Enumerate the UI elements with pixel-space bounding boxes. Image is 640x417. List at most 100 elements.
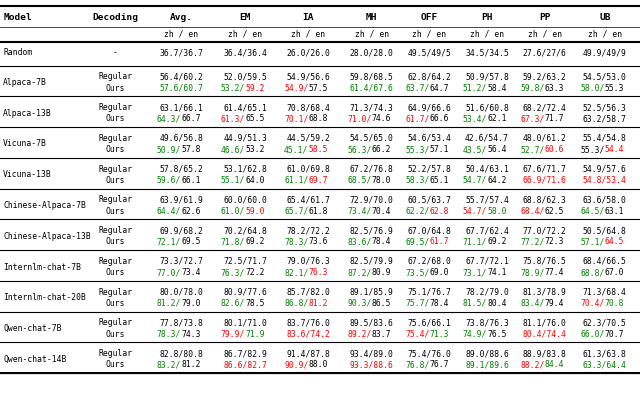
Text: 70.4: 70.4	[372, 206, 391, 216]
Text: 83.6/74.2: 83.6/74.2	[287, 329, 330, 339]
Text: Ours: Ours	[106, 145, 125, 154]
Text: 82.1/: 82.1/	[284, 268, 308, 277]
Text: 46.6/: 46.6/	[221, 145, 245, 154]
Text: 52.0/59.5: 52.0/59.5	[223, 73, 267, 81]
Text: 51.6/60.8: 51.6/60.8	[465, 103, 509, 112]
Text: 57.8: 57.8	[181, 145, 200, 154]
Text: 88.2/: 88.2/	[520, 360, 545, 369]
Text: 77.8/73.8: 77.8/73.8	[159, 319, 203, 327]
Text: 59.8/: 59.8/	[520, 83, 545, 93]
Text: 82.5/79.9: 82.5/79.9	[350, 257, 394, 266]
Text: 72.2: 72.2	[245, 268, 264, 277]
Text: 67.2/76.8: 67.2/76.8	[350, 165, 394, 173]
Text: 72.1/: 72.1/	[157, 237, 181, 246]
Text: 80.4: 80.4	[487, 299, 506, 308]
Text: 75.6/66.1: 75.6/66.1	[408, 319, 451, 327]
Text: 64.4/: 64.4/	[157, 206, 181, 216]
Text: Ours: Ours	[106, 299, 125, 308]
Text: 87.2/: 87.2/	[348, 268, 372, 277]
Text: 53.4/: 53.4/	[463, 114, 487, 123]
Text: 54.9/57.6: 54.9/57.6	[583, 165, 627, 173]
Text: -: -	[113, 48, 118, 57]
Text: 75.7/: 75.7/	[405, 299, 429, 308]
Text: 58.3/: 58.3/	[405, 176, 429, 185]
Text: 69.5: 69.5	[181, 237, 200, 246]
Text: 73.4/: 73.4/	[348, 206, 372, 216]
Text: 57.1/: 57.1/	[580, 237, 605, 246]
Text: 84.4: 84.4	[545, 360, 564, 369]
Text: Regular: Regular	[99, 165, 132, 173]
Text: 50.5/64.8: 50.5/64.8	[583, 226, 627, 235]
Text: 64.5: 64.5	[605, 237, 624, 246]
Text: 61.1/: 61.1/	[284, 176, 308, 185]
Text: 54.8/53.4: 54.8/53.4	[583, 176, 627, 185]
Text: zh / en: zh / en	[588, 30, 622, 39]
Text: 49.5/49/5: 49.5/49/5	[408, 48, 451, 57]
Text: 67.2/68.0: 67.2/68.0	[408, 257, 451, 266]
Text: 70.4/: 70.4/	[580, 299, 605, 308]
Text: Ours: Ours	[106, 237, 125, 246]
Text: 78.0: 78.0	[372, 176, 391, 185]
Text: 81.5/: 81.5/	[463, 299, 487, 308]
Text: 59.8/68.5: 59.8/68.5	[350, 73, 394, 81]
Text: Regular: Regular	[99, 103, 132, 112]
Text: Regular: Regular	[99, 73, 132, 81]
Text: Regular: Regular	[99, 196, 132, 204]
Text: 78.3/: 78.3/	[284, 237, 308, 246]
Text: 49.9/49/9: 49.9/49/9	[583, 48, 627, 57]
Text: 83.4/: 83.4/	[520, 299, 545, 308]
Text: 77.2/: 77.2/	[520, 237, 545, 246]
Text: 89.5/83.6: 89.5/83.6	[350, 319, 394, 327]
Text: 74.3: 74.3	[181, 329, 200, 339]
Text: Ours: Ours	[106, 329, 125, 339]
Text: 72.5/71.7: 72.5/71.7	[223, 257, 267, 266]
Text: 69.2: 69.2	[487, 237, 506, 246]
Text: zh / en: zh / en	[355, 30, 389, 39]
Text: 68.5/: 68.5/	[348, 176, 372, 185]
Text: 57.8/65.2: 57.8/65.2	[159, 165, 203, 173]
Text: 69.7: 69.7	[308, 176, 328, 185]
Text: 73.1/: 73.1/	[463, 268, 487, 277]
Text: 73.5/: 73.5/	[405, 268, 429, 277]
Text: 61.7: 61.7	[429, 237, 449, 246]
Text: MH: MH	[366, 13, 378, 23]
Text: 59.2/63.2: 59.2/63.2	[523, 73, 566, 81]
Text: 71.3: 71.3	[429, 329, 449, 339]
Text: 66.7: 66.7	[181, 114, 200, 123]
Text: Avg.: Avg.	[170, 13, 193, 23]
Text: 54.4: 54.4	[605, 145, 624, 154]
Text: 68.8/62.3: 68.8/62.3	[523, 196, 566, 204]
Text: 56.4: 56.4	[487, 145, 506, 154]
Text: 65.1: 65.1	[429, 176, 449, 185]
Text: zh / en: zh / en	[164, 30, 198, 39]
Text: 61.0/69.8: 61.0/69.8	[287, 165, 330, 173]
Text: 62.3/70.5: 62.3/70.5	[583, 319, 627, 327]
Text: Ours: Ours	[106, 360, 125, 369]
Text: 70.8: 70.8	[605, 299, 624, 308]
Text: UB: UB	[599, 13, 611, 23]
Text: Decoding: Decoding	[93, 13, 138, 23]
Text: 43.5/: 43.5/	[463, 145, 487, 154]
Text: 36.7/36.7: 36.7/36.7	[159, 48, 203, 57]
Text: 61.0/: 61.0/	[221, 206, 245, 216]
Text: zh / en: zh / en	[527, 30, 562, 39]
Text: Ours: Ours	[106, 83, 125, 93]
Text: 64.3/: 64.3/	[157, 114, 181, 123]
Text: 81.3/78.9: 81.3/78.9	[523, 288, 566, 296]
Text: 53.2: 53.2	[245, 145, 264, 154]
Text: 88.9/83.8: 88.9/83.8	[523, 349, 566, 358]
Text: 80.4/74.4: 80.4/74.4	[523, 329, 566, 339]
Text: 56.3/: 56.3/	[348, 145, 372, 154]
Text: 66.9/71.6: 66.9/71.6	[523, 176, 566, 185]
Text: 44.9/51.3: 44.9/51.3	[223, 134, 267, 143]
Text: Regular: Regular	[99, 257, 132, 266]
Text: 60.0/60.0: 60.0/60.0	[223, 196, 267, 204]
Text: 50.9/57.8: 50.9/57.8	[465, 73, 509, 81]
Text: 72.9/70.0: 72.9/70.0	[350, 196, 394, 204]
Text: 63.3: 63.3	[545, 83, 564, 93]
Text: 53.2/: 53.2/	[221, 83, 245, 93]
Text: 73.4: 73.4	[181, 268, 200, 277]
Text: 81.2/: 81.2/	[157, 299, 181, 308]
Text: 59.0: 59.0	[245, 206, 264, 216]
Text: 89.0/88.6: 89.0/88.6	[465, 349, 509, 358]
